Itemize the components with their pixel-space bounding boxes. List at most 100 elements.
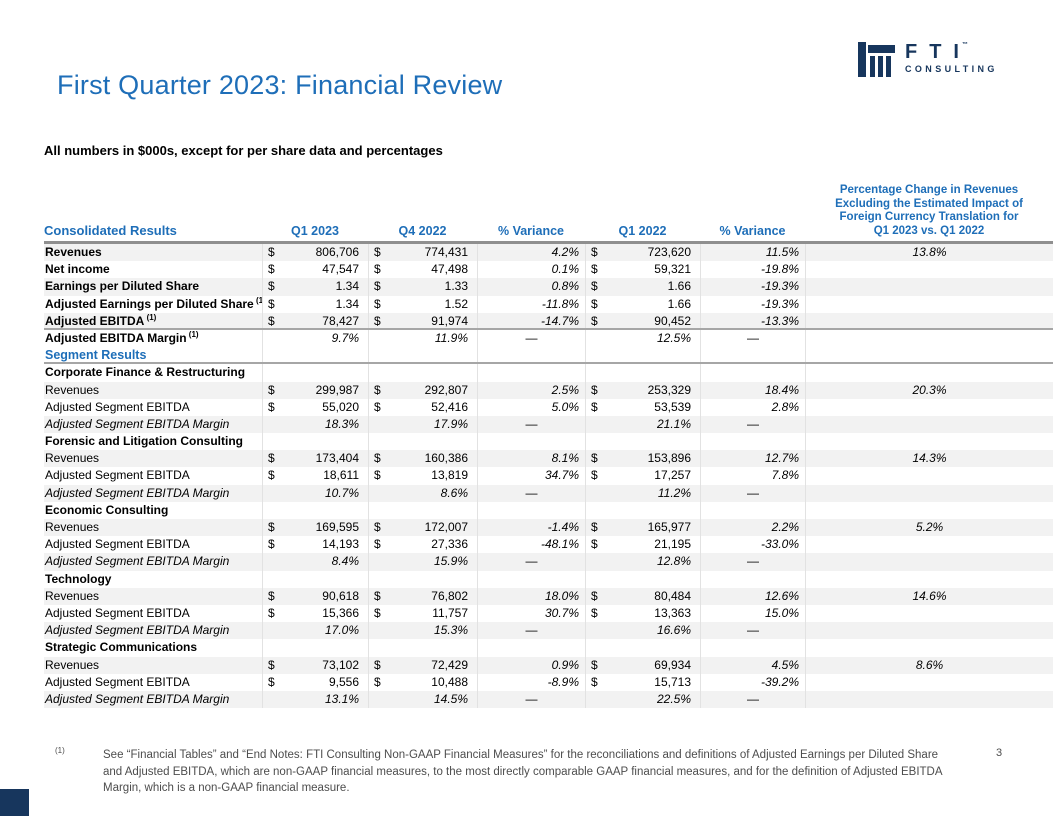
cell-v3: 21.1% [585,415,700,434]
cell-var1: 18.0% [477,587,585,605]
cell-v2: 14.5% [368,690,477,709]
cell-value: 1.33 [444,279,468,294]
cell-v1: $78,427 [262,312,368,328]
cell-var1: — [477,690,585,709]
cell-var1: 8.1% [477,450,585,468]
cell-var1: — [477,415,585,434]
cell-value: 27,336 [431,537,468,552]
cell-v1: $18,611 [262,467,368,485]
cell-value: 172,007 [424,520,468,534]
cell-value: 52,416 [431,399,468,414]
cell-v1: $299,987 [262,381,368,399]
cell-v3: $253,329 [585,381,700,399]
cell-var2: 4.5% [700,656,805,674]
cell-fx [805,570,1053,588]
row-label: Earnings per Diluted Share [45,279,200,294]
cell-value: 90,452 [654,313,691,328]
footnote-marker: (1) [55,746,65,755]
row-label: Economic Consulting [45,502,169,517]
dollar-sign: $ [591,313,598,328]
table-row: Adjusted Segment EBITDA $14,193 $27,336 -48… [44,536,1053,554]
dollar-sign: $ [374,313,381,328]
cell-fx [805,295,1053,313]
cell-fx [805,398,1053,416]
col-header-q1-2022: Q1 2022 [618,224,667,238]
col-header-variance-qoq: % Variance [497,224,564,238]
dollar-sign: $ [591,605,598,620]
cell-fx [805,364,1053,382]
cell-fx [805,639,1053,657]
cell-fx [805,553,1053,571]
cell-v2: 11.9% [368,329,477,348]
cell-v3 [585,433,700,451]
cell-var1: — [477,553,585,571]
cell-fx [805,467,1053,485]
logo-brand: FTI™ [905,41,971,63]
dollar-sign: $ [268,468,275,483]
cell-v2: $76,802 [368,587,477,605]
cell-value: 47,547 [322,262,359,277]
cell-value: 10,488 [431,674,468,689]
cell-value: 169,595 [315,520,359,534]
cell-value: 1.34 [335,279,359,294]
cell-var1: 0.8% [477,278,585,296]
cell-v3: $80,484 [585,587,700,605]
cell-var2: -19.3% [700,278,805,296]
cell-v1: $169,595 [262,519,368,537]
cell-fx [805,673,1053,691]
row-label: Adjusted Segment EBITDA [45,468,190,483]
cell-var2: 7.8% [700,467,805,485]
logo-text: FTI™ CONSULTING [905,42,998,74]
cell-var2: -19.8% [700,261,805,279]
dollar-sign: $ [374,657,381,672]
cell-var2: -33.0% [700,536,805,554]
cell-v2: $292,807 [368,381,477,399]
dollar-sign: $ [591,588,598,603]
cell-var2: — [700,690,805,709]
cell-v1: 10.7% [262,484,368,502]
row-label: Revenues [45,657,100,672]
cell-v2: $774,431 [368,244,477,262]
cell-value: 69,934 [654,657,691,672]
cell-var1 [477,364,585,382]
cell-fx [805,604,1053,623]
cell-v1: $14,193 [262,536,368,554]
dollar-sign: $ [268,382,275,397]
dollar-sign: $ [268,657,275,672]
table-row: Adjusted Segment EBITDA Margin 13.1% 14.5%… [44,690,1053,709]
dollar-sign: $ [268,313,275,328]
row-label: Net income [45,262,110,277]
col-header-variance-yoy: % Variance [719,224,786,238]
dollar-sign: $ [268,674,275,689]
cell-var2: 15.0% [700,604,805,623]
cell-var1: 0.1% [477,261,585,279]
cell-v1 [262,433,368,451]
dollar-sign: $ [591,451,598,466]
row-label: Corporate Finance & Restructuring [45,365,246,380]
cell-v3: $69,934 [585,656,700,674]
cell-v1: 9.7% [262,329,368,348]
dollar-sign: $ [591,382,598,397]
table-row: Revenues $90,618 $76,802 18.0% $80,484 12.6% 1… [44,587,1053,605]
row-label: Revenues [45,588,100,603]
cell-fx [805,622,1053,640]
cell-v1: $90,618 [262,587,368,605]
row-label: Technology [45,571,112,586]
cell-v3 [585,347,700,363]
row-label: Adjusted Segment EBITDA Margin [45,554,230,569]
cell-value: 11,757 [432,605,468,620]
cell-var1: -8.9% [477,673,585,691]
row-label: Revenues [45,520,100,534]
dollar-sign: $ [591,245,598,259]
cell-v3 [585,364,700,382]
cell-v2: $160,386 [368,450,477,468]
cell-v1: $173,404 [262,450,368,468]
cell-var2: 18.4% [700,381,805,399]
cell-value: 774,431 [424,245,468,259]
cell-v2: $10,488 [368,673,477,691]
cell-var1: -14.7% [477,312,585,328]
cell-fx [805,415,1053,434]
cell-var1: 4.2% [477,244,585,262]
cell-value: 80,484 [654,588,691,603]
table-row: Revenues $173,404 $160,386 8.1% $153,896 12.7… [44,450,1053,468]
